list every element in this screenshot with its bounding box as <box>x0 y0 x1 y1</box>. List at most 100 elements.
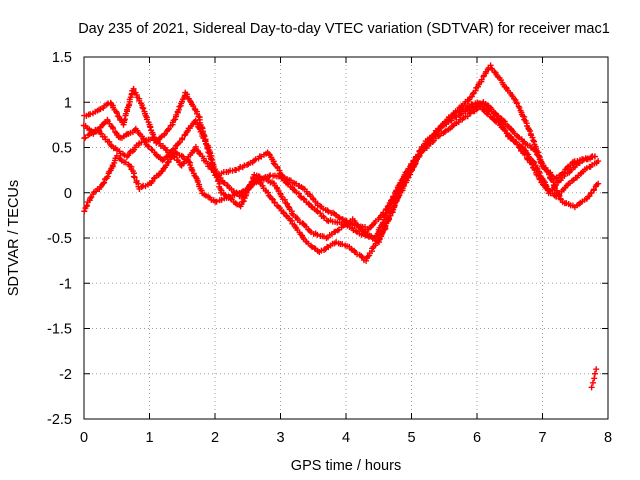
x-tick-label: 6 <box>473 430 481 446</box>
data-point <box>591 153 598 160</box>
data-point <box>270 160 277 167</box>
data-point <box>545 187 552 194</box>
data-point <box>292 223 299 230</box>
data-point <box>520 113 527 120</box>
data-point <box>116 114 123 121</box>
data-point <box>213 170 220 177</box>
data-point <box>88 194 95 201</box>
data-point <box>388 196 395 203</box>
y-tick-label: 0 <box>64 186 72 202</box>
data-point <box>487 62 494 69</box>
data-point <box>521 151 528 158</box>
y-tick-label: -2.5 <box>47 412 72 428</box>
data-point <box>81 208 88 215</box>
data-point <box>224 182 230 189</box>
data-point <box>376 234 383 241</box>
data-point <box>393 187 400 194</box>
data-point <box>300 195 307 202</box>
data-point <box>202 138 209 145</box>
data-point <box>130 173 137 180</box>
data-point <box>87 111 94 118</box>
x-tick-label: 8 <box>604 430 612 446</box>
data-point <box>591 370 598 377</box>
data-point <box>491 68 498 75</box>
data-point <box>217 174 224 181</box>
data-point <box>266 151 273 158</box>
data-point <box>107 141 114 148</box>
data-point <box>314 231 321 238</box>
data-point <box>233 167 240 174</box>
data-point <box>527 127 534 134</box>
data-point <box>264 189 271 196</box>
data-point <box>196 150 203 157</box>
y-axis-label: SDTVAR / TECUs <box>6 180 22 296</box>
data-point <box>472 87 479 94</box>
data-point <box>100 180 107 187</box>
data-point <box>436 126 443 133</box>
data-point <box>240 198 247 205</box>
data-point <box>528 161 535 168</box>
data-point <box>517 145 524 152</box>
x-tick-label: 1 <box>145 430 153 446</box>
data-point <box>176 103 183 110</box>
data-point <box>269 195 276 202</box>
data-point <box>140 105 147 112</box>
data-point <box>205 144 212 151</box>
data-point <box>87 195 94 202</box>
data-point <box>283 212 290 219</box>
data-point <box>593 366 600 373</box>
data-point <box>589 379 596 386</box>
data-point <box>297 193 304 200</box>
data-point <box>469 90 476 97</box>
data-point <box>208 155 215 162</box>
data-point <box>317 210 324 217</box>
data-point <box>295 190 302 197</box>
data-point <box>150 131 157 138</box>
data-point <box>252 156 259 163</box>
data-point <box>478 76 485 83</box>
data-point <box>545 168 552 175</box>
data-point <box>378 231 385 238</box>
data-point <box>305 200 312 207</box>
data-point <box>588 384 595 391</box>
data-point <box>468 93 475 100</box>
data-point <box>138 184 145 191</box>
data-point <box>384 203 391 210</box>
data-point <box>139 104 146 111</box>
y-tick-label: 1 <box>64 95 72 111</box>
data-point <box>535 172 542 179</box>
data-point <box>131 174 138 181</box>
data-point <box>390 193 397 200</box>
x-tick-label: 4 <box>342 430 350 446</box>
data-point <box>513 100 520 107</box>
data-point <box>536 153 543 160</box>
y-tick-label: 0.5 <box>52 141 72 157</box>
y-tick-label: 1.5 <box>52 50 72 66</box>
data-point <box>150 175 157 182</box>
x-tick-label: 3 <box>276 430 284 446</box>
y-tick-label: -0.5 <box>47 231 72 247</box>
data-point <box>352 227 359 234</box>
data-point <box>101 179 108 186</box>
x-tick-label: 7 <box>538 430 546 446</box>
data-point <box>213 198 220 205</box>
data-point <box>147 124 154 131</box>
data-point <box>148 146 155 153</box>
data-point <box>468 104 475 111</box>
data-point <box>368 222 375 229</box>
y-tick-label: -1.5 <box>47 322 72 338</box>
data-point <box>181 132 188 139</box>
data-point <box>387 197 394 204</box>
data-point <box>552 175 559 182</box>
data-point <box>187 162 194 169</box>
data-point <box>415 151 422 158</box>
data-point <box>164 126 171 133</box>
data-point <box>140 135 147 142</box>
data-point <box>110 125 117 132</box>
grid <box>84 57 608 419</box>
data-point <box>104 173 111 180</box>
x-tick-label: 2 <box>211 430 219 446</box>
y-tick-label: -1 <box>59 276 72 292</box>
data-point <box>595 180 602 187</box>
x-tick-label: 0 <box>80 430 88 446</box>
